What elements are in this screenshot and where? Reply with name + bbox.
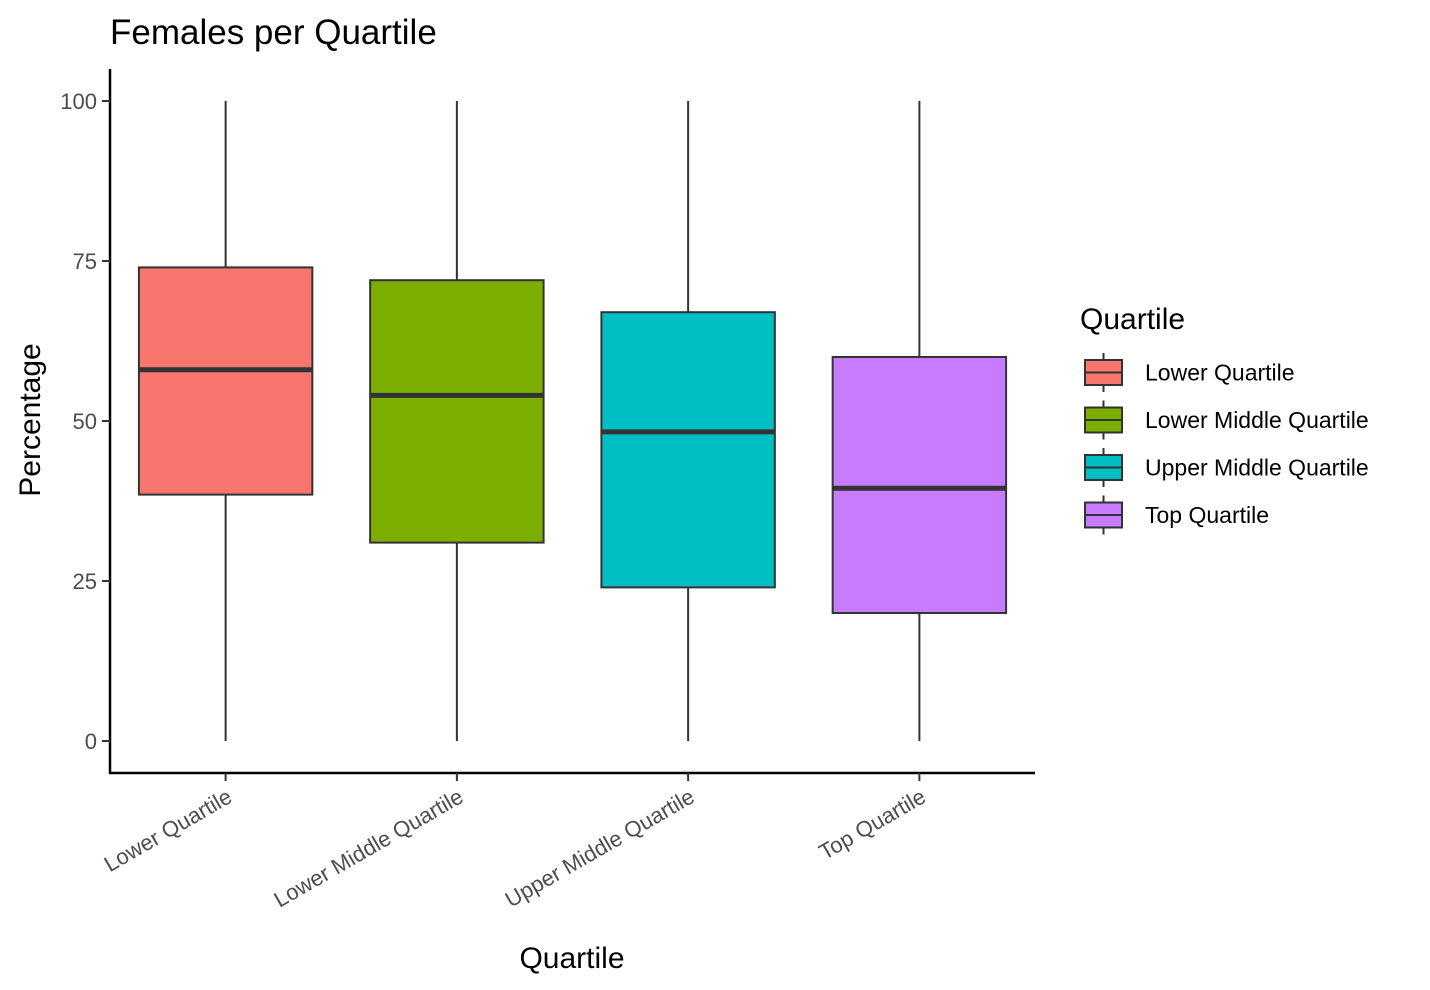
x-tick-label: Lower Middle Quartile — [270, 784, 468, 913]
y-tick-label: 0 — [85, 729, 97, 754]
legend-label: Top Quartile — [1145, 502, 1269, 528]
x-tick-label: Lower Quartile — [100, 784, 236, 877]
legend-label: Upper Middle Quartile — [1145, 455, 1369, 481]
legend: Quartile Lower Quartile Lower Middle Quar… — [1080, 303, 1369, 535]
chart-title: Females per Quartile — [110, 13, 437, 52]
box — [831, 356, 1008, 614]
y-tick-label: 75 — [73, 249, 97, 274]
legend-label: Lower Middle Quartile — [1145, 407, 1369, 433]
y-tick-label: 25 — [73, 569, 97, 594]
x-axis-title: Quartile — [519, 942, 624, 975]
legend-title: Quartile — [1080, 303, 1185, 336]
y-tick-label: 100 — [60, 89, 97, 114]
legend-label: Lower Quartile — [1145, 360, 1295, 386]
y-axis-title: Percentage — [14, 343, 47, 496]
box — [369, 279, 545, 544]
y-tick-label: 50 — [73, 409, 97, 434]
box — [137, 266, 314, 496]
box — [600, 311, 776, 589]
x-tick-label: Upper Middle Quartile — [501, 784, 699, 913]
plot-area: 0 25 50 75 100 Lower Quartile Lower Middle Qua… — [60, 69, 1035, 912]
x-tick-label: Top Quartile — [815, 784, 930, 865]
